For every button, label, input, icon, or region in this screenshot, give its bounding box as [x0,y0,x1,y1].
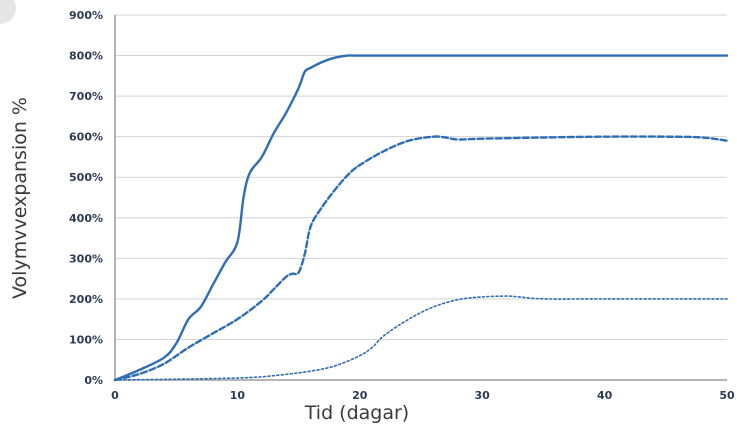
y-tick-label: 800% [69,50,103,63]
x-axis-title: Tid (dagar) [304,402,409,424]
y-tick-label: 300% [69,252,103,265]
x-tick-label: 50 [719,389,735,402]
y-tick-label: 600% [69,131,103,144]
x-tick-label: 0 [111,389,119,402]
y-tick-label: 200% [69,293,103,306]
axes [114,15,727,381]
y-axis-title: Volymvvexpansion % [9,97,31,299]
x-tick-label: 40 [597,389,613,402]
series-line-dotted [114,295,728,381]
grid-lines [115,14,727,340]
y-tick-label: 0% [84,374,103,387]
y-tick-label: 500% [69,171,103,184]
series-line-dashed [113,135,729,382]
x-tick-labels: 0 10 20 30 40 50 [111,389,735,402]
y-tick-label: 700% [69,90,103,103]
y-tick-label: 100% [69,333,103,346]
x-tick-label: 10 [230,389,246,402]
series-line-solid [113,54,729,382]
y-tick-labels: 0% 100% 200% 300% 400% 500% 600% 700% 800% 900% [69,9,103,387]
corner-decoration [0,0,16,24]
x-tick-label: 30 [475,389,491,402]
y-tick-label: 900% [69,9,103,22]
x-tick-label: 20 [352,389,368,402]
y-tick-label: 400% [69,212,103,225]
series-lines [113,54,729,382]
